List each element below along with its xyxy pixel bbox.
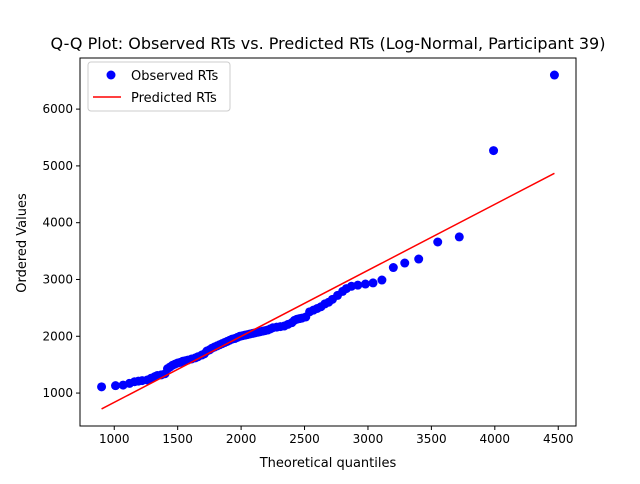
- x-tick-label: 2000: [226, 432, 257, 446]
- axes-frame: [79, 57, 577, 427]
- legend-frame: [87, 61, 231, 112]
- y-axis-ticks: 1000 2000 3000 4000 5000 6000: [42, 102, 80, 400]
- observed-rt-point: [360, 279, 370, 289]
- observed-rt-point: [549, 70, 559, 80]
- legend: Observed RTs Predicted RTs: [87, 61, 231, 112]
- x-tick-label: 3000: [353, 432, 384, 446]
- y-tick-label: 5000: [42, 159, 73, 173]
- y-tick-label: 3000: [42, 272, 73, 286]
- chart-title: Q-Q Plot: Observed RTs vs. Predicted RTs…: [51, 34, 606, 53]
- plot-area: [79, 57, 577, 427]
- legend-label-observed: Observed RTs: [131, 69, 219, 84]
- observed-rt-point: [433, 237, 443, 247]
- observed-rt-point: [111, 381, 121, 391]
- legend-marker-observed: [106, 70, 116, 80]
- y-tick-label: 6000: [42, 102, 73, 116]
- x-tick-label: 4000: [480, 432, 511, 446]
- observed-rt-point: [400, 258, 410, 268]
- observed-rt-point: [414, 254, 424, 264]
- y-tick-label: 4000: [42, 216, 73, 230]
- observed-rt-point: [368, 278, 378, 288]
- observed-rt-point: [97, 382, 107, 392]
- observed-rt-point: [377, 275, 387, 285]
- x-tick-label: 4500: [543, 432, 574, 446]
- legend-label-predicted: Predicted RTs: [131, 91, 217, 106]
- x-axis-ticks: 1000 1500 2000 2500 3000 3500 4000 4500: [99, 426, 574, 446]
- y-tick-label: 2000: [42, 329, 73, 343]
- observed-rt-point: [353, 280, 363, 290]
- x-tick-label: 1000: [99, 432, 130, 446]
- x-tick-label: 1500: [162, 432, 193, 446]
- y-tick-label: 1000: [42, 386, 73, 400]
- x-tick-label: 2500: [289, 432, 320, 446]
- observed-rt-point: [388, 263, 398, 273]
- predicted-rts-line: [101, 172, 555, 410]
- observed-rt-point: [489, 146, 499, 156]
- observed-rt-point: [454, 232, 464, 242]
- x-axis-label: Theoretical quantiles: [259, 456, 397, 471]
- y-axis-label: Ordered Values: [15, 193, 30, 293]
- x-tick-label: 3500: [416, 432, 447, 446]
